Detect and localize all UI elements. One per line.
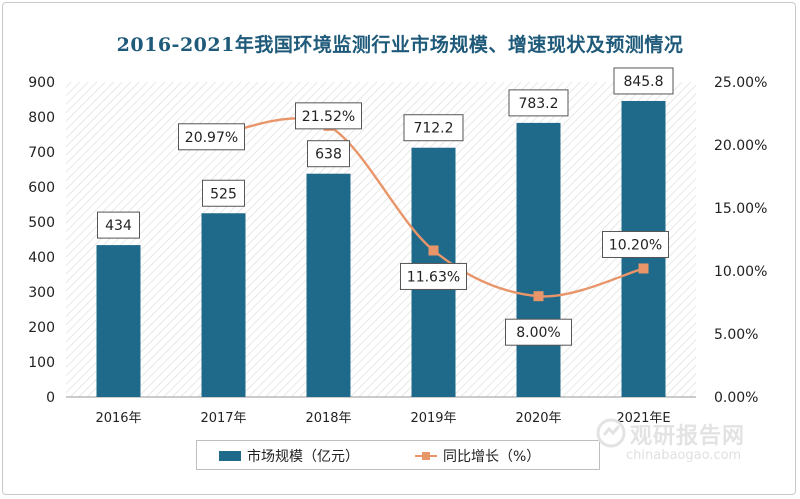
legend-item-market-size: 市场规模（亿元） — [219, 446, 359, 466]
growth-marker-4 — [533, 291, 544, 302]
legend-label-market-size: 市场规模（亿元） — [247, 449, 359, 465]
growth-value-label-1: 20.97% — [178, 123, 245, 151]
chart-legend: 市场规模（亿元） 同比增长（%） — [196, 440, 600, 470]
growth-value-label-3-box — [400, 262, 467, 290]
y-left-tick-label: 500 — [28, 215, 55, 231]
growth-value-label-5-box — [602, 230, 669, 258]
bar-value-label-5-box — [613, 67, 674, 95]
chart-title: 2016-2021年我国环境监测行业市场规模、增速现状及预测情况 — [116, 34, 684, 56]
y-left-tick-label: 200 — [28, 320, 55, 336]
bar-value-label-1: 525 — [202, 179, 245, 207]
bar-4 — [516, 122, 561, 397]
growth-value-label-5-text: 10.20% — [609, 237, 662, 253]
legend-line-swatch — [415, 450, 437, 462]
growth-value-label-2: 21.52% — [295, 102, 362, 130]
bar-value-label-5: 845.8 — [613, 67, 674, 95]
x-tick-label: 2016年 — [95, 411, 141, 426]
growth-value-label-4-box — [505, 318, 572, 346]
y-left-tick-label: 100 — [28, 355, 55, 371]
y-left-tick-label: 900 — [28, 75, 55, 91]
bar-value-label-1-text: 525 — [210, 186, 237, 202]
growth-marker-5 — [638, 263, 649, 274]
bar-value-label-5-text: 845.8 — [623, 74, 663, 90]
bar-value-label-2-box — [307, 140, 350, 168]
watermark-logo-icon — [596, 418, 626, 448]
bar-value-label-3: 712.2 — [403, 114, 464, 142]
bar-value-label-3-box — [403, 114, 464, 142]
y-right-tick-label: 10.00% — [714, 264, 767, 280]
growth-value-label-1-text: 20.97% — [185, 130, 238, 146]
bar-value-label-4-text: 783.2 — [518, 96, 558, 112]
x-tick-label: 2019年 — [410, 411, 456, 426]
y-left-tick-label: 700 — [28, 145, 55, 161]
bar-value-label-0-box — [97, 211, 140, 239]
growth-value-label-2-box — [295, 102, 362, 130]
bar-1 — [201, 213, 246, 397]
y-left-tick-label: 0 — [46, 390, 55, 406]
y-right-tick-label: 20.00% — [714, 138, 767, 154]
bar-value-label-2: 638 — [307, 140, 350, 168]
x-tick-label: 2018年 — [305, 411, 351, 426]
bar-value-label-2-text: 638 — [315, 147, 342, 163]
growth-value-label-1-box — [178, 123, 245, 151]
x-tick-label: 2021年E — [616, 411, 670, 426]
watermark: 观研报告网 chinabaogao.com — [596, 412, 766, 472]
legend-label-growth: 同比增长（%） — [443, 449, 541, 465]
growth-value-label-4: 8.00% — [505, 318, 572, 346]
y-right-tick-label: 15.00% — [714, 201, 767, 217]
x-tick-label: 2020年 — [515, 411, 561, 426]
y-left-tick-label: 600 — [28, 180, 55, 196]
plot-area-background — [66, 82, 696, 397]
legend-item-growth: 同比增长（%） — [415, 446, 540, 466]
growth-value-label-5: 10.20% — [602, 230, 669, 258]
growth-value-label-2-text: 21.52% — [302, 109, 355, 125]
watermark-text-cn: 观研报告网 — [630, 424, 746, 449]
bar-value-label-0-text: 434 — [105, 218, 132, 234]
legend-bar-swatch — [219, 451, 241, 461]
bar-0 — [96, 245, 141, 397]
growth-marker-3 — [428, 245, 439, 256]
y-left-tick-label: 400 — [28, 250, 55, 266]
bar-value-label-1-box — [202, 179, 245, 207]
bar-value-label-4: 783.2 — [508, 89, 569, 117]
bar-value-label-4-box — [508, 89, 569, 117]
x-tick-label: 2017年 — [200, 411, 246, 426]
bar-value-label-0: 434 — [97, 211, 140, 239]
y-right-tick-label: 25.00% — [714, 75, 767, 91]
y-right-tick-label: 0.00% — [714, 390, 758, 406]
growth-value-label-3-text: 11.63% — [407, 269, 460, 285]
growth-value-label-3: 11.63% — [400, 262, 467, 290]
watermark-text-en: chinabaogao.com — [626, 448, 742, 463]
y-left-tick-label: 300 — [28, 285, 55, 301]
growth-value-label-4-text: 8.00% — [516, 325, 560, 341]
bar-value-label-3-text: 712.2 — [413, 121, 453, 137]
bar-2 — [306, 173, 351, 397]
y-right-tick-label: 5.00% — [714, 327, 758, 343]
y-left-tick-label: 800 — [28, 110, 55, 126]
